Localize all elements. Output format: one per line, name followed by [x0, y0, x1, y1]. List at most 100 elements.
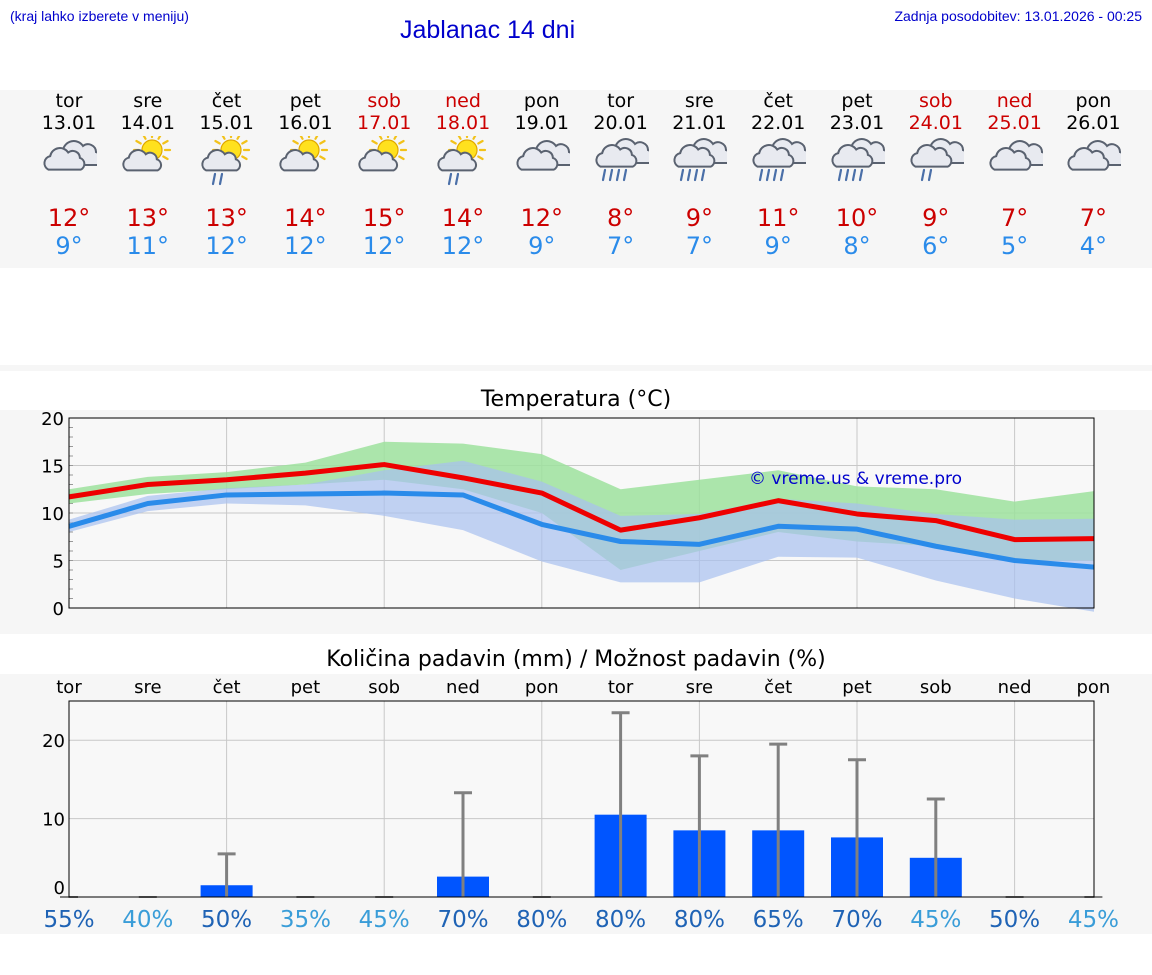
partly-sunny-icon [344, 134, 424, 204]
category-label: čet [213, 677, 241, 698]
max-temperature-line [68, 462, 1095, 543]
min-temperature-range-band [69, 460, 1094, 612]
precipitation-probability: 65% [753, 907, 804, 933]
min-temperature: 6° [922, 232, 950, 260]
day-column: sob 24.01 9° 6° [896, 90, 976, 260]
precipitation-probability: 55% [43, 907, 94, 933]
y-tick-label: 0 [53, 599, 64, 620]
max-temperature: 15° [362, 204, 406, 232]
cloudy-icon [516, 140, 570, 171]
category-label: pon [525, 677, 559, 698]
day-column: ned 25.01 7° 5° [975, 90, 1055, 260]
day-column: pet 23.01 10° 8° [817, 90, 897, 260]
min-temperature: 8° [843, 232, 871, 260]
day-date: 26.01 [1066, 112, 1121, 134]
min-temperature: 12° [284, 232, 327, 260]
sun-shower-icon [200, 136, 250, 186]
y-tick-label: 20 [42, 731, 65, 752]
min-temperature: 7° [685, 232, 714, 260]
max-temperature: 9° [685, 204, 714, 232]
rain-icon [595, 138, 649, 182]
daily-forecast-panel: tor 13.01 12° 9° sre 14.01 13° 11° čet 15.01 13° 12… [0, 90, 1152, 268]
category-label: sre [686, 677, 713, 698]
precipitation-chart: tor sre čet pet sob ned pon tor sre čet pet sob ned p… [42, 677, 1119, 933]
day-date: 22.01 [750, 112, 806, 134]
cloudy-icon [1067, 140, 1122, 171]
last-updated: Zadnja posodobitev: 13.01.2026 - 00:25 [894, 8, 1142, 24]
sun-shower-icon [437, 136, 487, 186]
precipitation-probability: 45% [1068, 907, 1119, 933]
day-date: 25.01 [987, 112, 1042, 134]
precipitation-probability: 80% [595, 907, 646, 933]
day-column: pon 26.01 7° 4° [1053, 90, 1133, 260]
day-name: pon [1075, 90, 1112, 112]
temperature-chart: 0 5 10 15 20 © vreme.us & vreme.pro [41, 410, 1095, 620]
day-name: sre [133, 90, 163, 112]
max-temperature: 8° [606, 204, 635, 232]
light-rain-icon [896, 134, 976, 204]
day-column: ned 18.01 14° 12° [423, 90, 503, 260]
day-column: tor 13.01 12° 9° [29, 90, 109, 260]
sun-shower-icon [423, 134, 503, 204]
temperature-chart-title: Temperatura (°C) [480, 387, 672, 412]
min-temperature: 12° [441, 232, 485, 260]
min-temperature-line [68, 490, 1095, 570]
y-tick-label: 15 [41, 457, 64, 478]
day-column: pon 19.01 12° 9° [502, 90, 582, 260]
day-name: čet [763, 90, 793, 112]
precipitation-chart-title: Količina padavin (mm) / Možnost padavin … [326, 647, 826, 672]
min-temperature: 9° [528, 232, 556, 260]
min-temperature: 12° [362, 232, 406, 260]
day-column: čet 15.01 13° 12° [187, 90, 267, 260]
rain-icon [673, 138, 728, 182]
min-temperature: 4° [1079, 232, 1108, 260]
precipitation-probability: 35% [280, 907, 331, 933]
sun-shower-icon [187, 134, 267, 204]
day-name: sob [919, 90, 953, 112]
category-label: tor [56, 677, 82, 698]
category-label: sre [134, 677, 161, 698]
category-label: ned [998, 677, 1032, 698]
day-column: čet 22.01 11° 9° [738, 90, 818, 260]
cloudy-icon [502, 134, 582, 204]
precipitation-probability: 70% [437, 907, 488, 933]
partly-sunny-icon [279, 136, 329, 172]
precipitation-probability: 40% [122, 907, 173, 933]
day-name: pet [841, 90, 873, 112]
max-temperature: 7° [1000, 204, 1029, 232]
plot-frame [68, 700, 1095, 898]
day-column: sre 21.01 9° 7° [659, 90, 739, 260]
day-date: 16.01 [278, 112, 333, 134]
partly-sunny-icon [122, 136, 171, 172]
day-name: pet [289, 90, 321, 112]
precipitation-probability: 45% [910, 907, 961, 933]
cloudy-icon [989, 140, 1043, 171]
light-rain-icon [910, 138, 964, 182]
rain-icon [817, 134, 897, 204]
precipitation-probability: 50% [201, 907, 252, 933]
day-column: tor 20.01 8° 7° [581, 90, 661, 260]
min-temperature: 7° [606, 232, 635, 260]
precipitation-probability: 50% [989, 907, 1040, 933]
page-title: Jablanac 14 dni [400, 16, 576, 44]
min-temperature: 9° [55, 232, 83, 260]
precipitation-probability: 45% [359, 907, 410, 933]
category-label: pon [1076, 677, 1110, 698]
cloudy-icon [1053, 134, 1133, 204]
partly-sunny-icon [358, 136, 408, 172]
rain-icon [752, 138, 807, 182]
min-temperature: 12° [205, 232, 248, 260]
partly-sunny-icon [265, 134, 345, 204]
category-label: pet [291, 677, 321, 698]
day-name: ned [445, 90, 481, 112]
precipitation-probability: 70% [831, 907, 882, 933]
day-name: sre [684, 90, 714, 112]
plot-frame [68, 417, 1095, 609]
y-tick-label: 5 [53, 552, 64, 573]
day-date: 23.01 [829, 112, 885, 134]
precipitation-probability: 80% [516, 907, 567, 933]
max-temperature: 7° [1079, 204, 1108, 232]
max-temperature: 10° [835, 204, 879, 232]
day-date: 18.01 [435, 112, 491, 134]
y-tick-label: 10 [42, 810, 65, 831]
